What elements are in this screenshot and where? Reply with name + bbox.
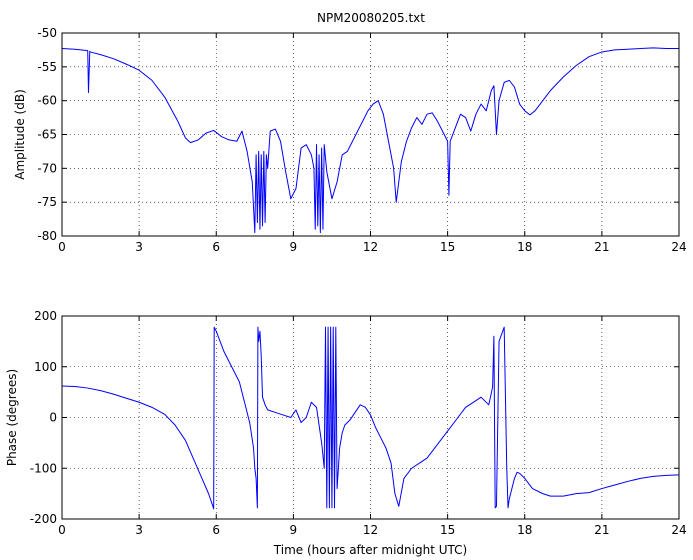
amplitude-x-tick-label: 0: [58, 240, 66, 254]
amplitude-x-tick-label: 6: [212, 240, 220, 254]
amplitude-y-tick-label: -50: [37, 26, 57, 40]
amplitude-x-tick-label: 21: [594, 240, 609, 254]
phase-series-line-0: [61, 326, 680, 510]
phase-plot: 0 3 6 9 12 15 18 21 24 -200 -100 0 100 200 Phase (deg…: [5, 309, 687, 557]
phase-x-tick-label: 21: [594, 523, 609, 537]
phase-y-tick-label: -200: [30, 512, 57, 526]
amplitude-plot: 0 3 6 9 12 15 18 21 24 -80 -75 -70 -65 -60 -55 -50 Ampl…: [13, 26, 687, 254]
phase-y-tick-label: 200: [34, 309, 57, 323]
phase-x-tick-label: 0: [58, 523, 66, 537]
amplitude-y-tick-label: -80: [37, 229, 57, 243]
amplitude-axes-box: [61, 32, 680, 237]
phase-grid: [62, 316, 679, 519]
amplitude-x-tick-label: 15: [440, 240, 455, 254]
amplitude-series-line-0: [61, 47, 679, 234]
amplitude-y-tick-label: -65: [37, 128, 57, 142]
phase-x-tick-label: 6: [212, 523, 220, 537]
amplitude-x-tick-label: 12: [363, 240, 378, 254]
amplitude-y-tick-label: -75: [37, 195, 57, 209]
phase-x-tick-label: 15: [440, 523, 455, 537]
phase-ticks: 0 3 6 9 12 15 18 21 24 -200 -100 0 100 200: [30, 309, 687, 537]
amplitude-y-tick-label: -70: [37, 161, 57, 175]
phase-x-tick-label: 12: [363, 523, 378, 537]
amplitude-x-tick-label: 9: [290, 240, 298, 254]
amplitude-y-tick-label: -60: [37, 94, 57, 108]
amplitude-x-tick-label: 18: [517, 240, 532, 254]
phase-x-tick-label: 24: [671, 523, 686, 537]
phase-x-tick-label: 3: [135, 523, 143, 537]
amplitude-y-axis-label: Amplitude (dB): [13, 89, 27, 180]
amplitude-x-tick-label: 3: [135, 240, 143, 254]
phase-series: [61, 326, 680, 510]
phase-y-tick-label: 0: [49, 411, 57, 425]
amplitude-grid: [62, 33, 679, 236]
chart-title: NPM20080205.txt: [317, 11, 425, 25]
phase-y-tick-label: 100: [34, 360, 57, 374]
amplitude-series: [61, 47, 679, 234]
phase-x-tick-label: 18: [517, 523, 532, 537]
phase-y-axis-label: Phase (degrees): [5, 369, 19, 466]
phase-x-tick-label: 9: [290, 523, 298, 537]
amplitude-ticks: 0 3 6 9 12 15 18 21 24 -80 -75 -70 -65 -60 -55 -50: [37, 26, 686, 254]
amplitude-x-tick-label: 24: [671, 240, 686, 254]
amplitude-y-tick-label: -55: [37, 60, 57, 74]
phase-axes-box: [61, 315, 680, 520]
phase-y-tick-label: -100: [30, 461, 57, 475]
phase-x-axis-label: Time (hours after midnight UTC): [273, 543, 467, 557]
